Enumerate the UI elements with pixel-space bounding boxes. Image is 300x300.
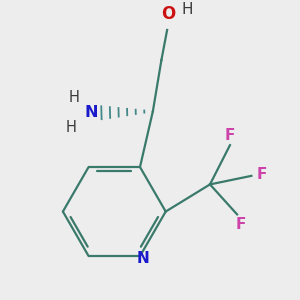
Text: O: O <box>161 5 175 23</box>
Text: F: F <box>256 167 267 182</box>
Text: H: H <box>182 2 193 17</box>
Text: N: N <box>85 105 98 120</box>
Text: N: N <box>136 251 149 266</box>
Text: H: H <box>66 119 77 134</box>
Text: F: F <box>236 217 246 232</box>
Text: F: F <box>225 128 235 143</box>
Text: H: H <box>69 90 80 105</box>
